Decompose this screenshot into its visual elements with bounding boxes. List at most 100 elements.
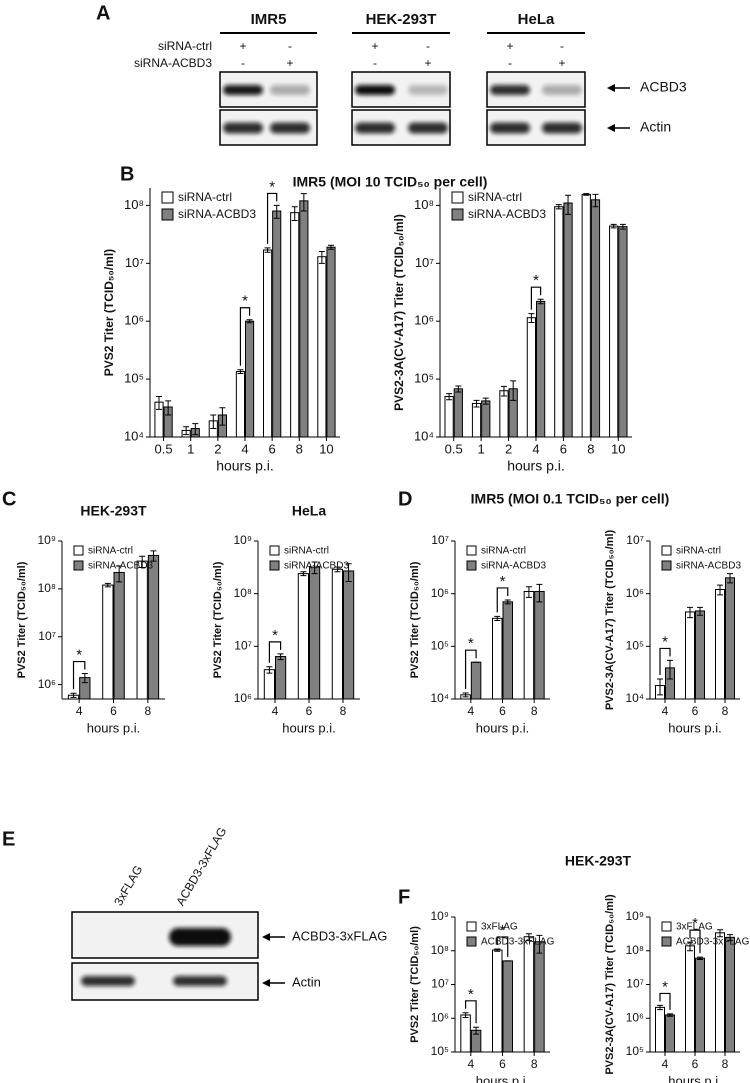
- group-title: IMR5 (MOI 10 TCID₅₀ per cell): [293, 174, 488, 190]
- x-axis-label: hours p.i.: [216, 458, 274, 474]
- arrow-head: [607, 84, 615, 92]
- bar: [563, 202, 573, 438]
- legend-swatch: [661, 545, 672, 556]
- legend-swatch: [269, 545, 280, 556]
- significance-star: *: [500, 573, 506, 590]
- legend-label: siRNA-ACBD3: [178, 207, 256, 221]
- sign: +: [371, 39, 378, 53]
- error-bar: [210, 414, 217, 430]
- sign: +: [286, 56, 293, 70]
- error-bar: [667, 659, 673, 680]
- legend-swatch: [269, 560, 280, 571]
- error-bar: [291, 206, 298, 221]
- error-bar: [619, 223, 626, 230]
- sign: -: [288, 39, 292, 53]
- significance-star: *: [468, 635, 474, 652]
- error-bar: [334, 566, 341, 573]
- y-tick-label: 10⁶: [626, 1010, 644, 1024]
- x-axis-label: hours p.i.: [668, 1073, 721, 1083]
- cell-line-header: HeLa: [518, 11, 555, 28]
- legend-swatch: [451, 191, 464, 204]
- y-tick-label: 10⁶: [431, 586, 449, 600]
- error-bar: [273, 204, 280, 219]
- legend-swatch: [451, 208, 464, 221]
- bar: [695, 610, 705, 700]
- x-tick-label: 6: [110, 704, 117, 718]
- y-tick-label: 10⁸: [414, 197, 434, 212]
- bar: [499, 390, 509, 438]
- x-tick-label: 2: [505, 441, 512, 456]
- x-tick-label: 6: [692, 1057, 699, 1071]
- error-bar: [717, 929, 723, 938]
- y-tick-label: 10⁷: [38, 629, 56, 643]
- error-bar: [717, 584, 723, 596]
- significance-bracket: [659, 647, 671, 675]
- x-tick-label: 4: [241, 441, 248, 456]
- error-bar: [525, 586, 532, 598]
- significance-bracket: [659, 992, 671, 1010]
- error-bar: [104, 582, 111, 588]
- x-tick-label: 8: [722, 1057, 729, 1071]
- bar: [326, 246, 336, 438]
- cell-line-header: IMR5: [251, 11, 287, 28]
- x-tick-label: 6: [306, 704, 313, 718]
- bar: [460, 1014, 471, 1053]
- x-tick-label: 2: [214, 441, 221, 456]
- sign: -: [560, 39, 564, 53]
- x-tick-label: 6: [499, 1057, 506, 1071]
- error-bar: [697, 606, 703, 616]
- bar: [299, 200, 309, 438]
- x-tick-label: 10: [319, 441, 333, 456]
- significance-bracket: [464, 1000, 477, 1024]
- y-tick-label: 10⁵: [626, 639, 644, 653]
- x-axis-label: hours p.i.: [668, 720, 721, 735]
- bar: [470, 661, 482, 700]
- arrow-head: [607, 124, 615, 132]
- error-bar: [697, 956, 703, 961]
- bar: [685, 611, 695, 700]
- row-label: siRNA-ACBD3: [134, 56, 212, 70]
- error-bar: [528, 313, 535, 324]
- y-tick-label: 10⁸: [124, 197, 144, 212]
- error-bar: [583, 193, 590, 196]
- x-axis-label: hours p.i.: [476, 720, 529, 735]
- lane-label: ACBD3-3xFLAG: [173, 825, 229, 908]
- panel-letter: A: [96, 2, 110, 24]
- error-bar: [536, 934, 543, 954]
- blot-band: [542, 85, 582, 95]
- blot-band: [173, 976, 227, 986]
- bar: [331, 568, 343, 700]
- bar: [309, 566, 321, 700]
- panel-letter: F: [398, 886, 410, 908]
- legend-label: siRNA-ACBD3: [468, 207, 546, 221]
- x-tick-label: 4: [76, 704, 83, 718]
- significance-star: *: [242, 293, 248, 310]
- x-tick-label: 8: [296, 441, 303, 456]
- group-title: HEK-293T: [565, 853, 632, 869]
- error-bar: [81, 673, 88, 684]
- error-bar: [536, 583, 543, 603]
- legend-swatch: [661, 560, 672, 571]
- blot-band: [355, 85, 395, 95]
- significance-star: *: [272, 627, 278, 644]
- y-tick-label: 10⁴: [124, 428, 144, 443]
- band-label: ACBD3-3xFLAG: [292, 928, 387, 943]
- error-bar: [318, 251, 325, 264]
- bar: [444, 396, 454, 438]
- y-tick-label: 10⁸: [431, 943, 449, 957]
- y-tick-label: 10⁵: [431, 1044, 449, 1058]
- legend-label: siRNA-ACBD3: [676, 561, 741, 572]
- panel-letter: C: [2, 488, 16, 510]
- error-bar: [219, 407, 226, 426]
- legend-label: siRNA-ctrl: [284, 546, 329, 557]
- x-tick-label: 6: [560, 441, 567, 456]
- error-bar: [156, 396, 162, 410]
- cell-line-header: HEK-293T: [366, 11, 437, 28]
- bar: [685, 945, 695, 1053]
- significance-bracket: [689, 929, 701, 954]
- legend-swatch: [161, 191, 174, 204]
- bar: [534, 590, 545, 700]
- y-axis-label: PVS2 Titer (TCID₅₀/ml): [409, 926, 421, 1043]
- significance-star: *: [269, 178, 275, 195]
- x-tick-label: 4: [662, 704, 669, 718]
